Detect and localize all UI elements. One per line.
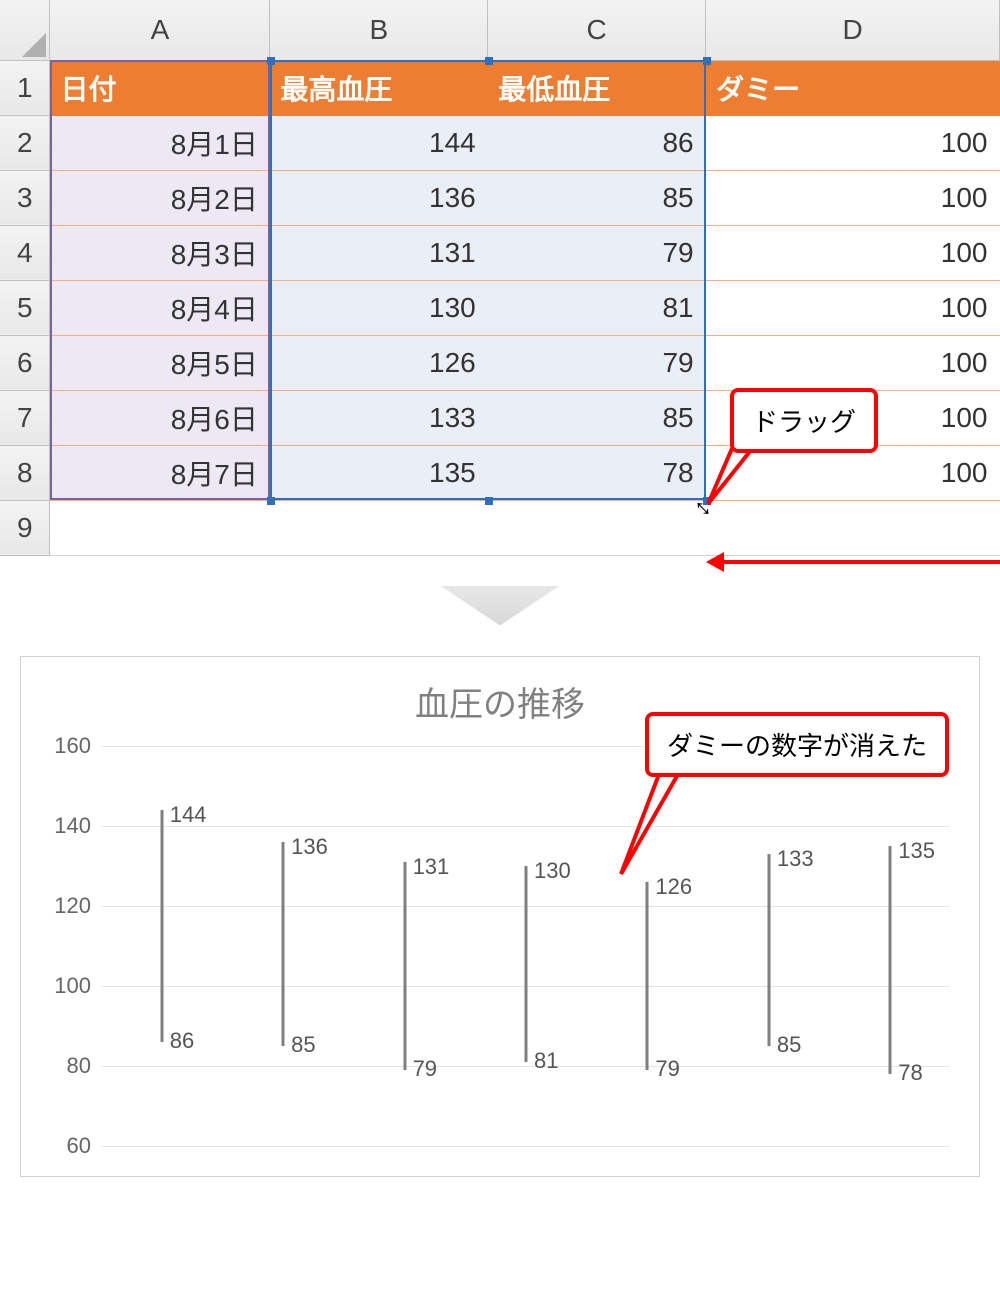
table-row: 38月2日13685100 xyxy=(0,170,1000,225)
cell-B5[interactable]: 130 xyxy=(270,280,488,335)
spreadsheet-table[interactable]: A B C D 1 日付 最高血圧 最低血圧 ダミー 28月1日14486100… xyxy=(0,0,1000,556)
chart-y-tick-label: 140 xyxy=(41,813,91,839)
row-header-5[interactable]: 5 xyxy=(0,280,50,335)
chart-high-low-bar xyxy=(403,862,406,1070)
column-header-row: A B C D xyxy=(0,0,1000,60)
callout-dummy-tail xyxy=(611,769,691,879)
row-header-3[interactable]: 3 xyxy=(0,170,50,225)
row-header-9[interactable]: 9 xyxy=(0,500,50,555)
down-arrow-icon xyxy=(440,586,560,626)
cell-C7[interactable]: 85 xyxy=(488,390,706,445)
chart-high-low-bar xyxy=(282,842,285,1046)
col-header-C[interactable]: C xyxy=(488,0,706,60)
table-row-empty: 9 xyxy=(0,500,1000,555)
chart-plot-area: 6080100120140160144861368513179130811267… xyxy=(41,746,959,1166)
cell-B6[interactable]: 126 xyxy=(270,335,488,390)
table-row: 48月3日13179100 xyxy=(0,225,1000,280)
cell-C2[interactable]: 86 xyxy=(488,115,706,170)
table-row: 88月7日13578100 xyxy=(0,445,1000,500)
cell-D1[interactable]: ダミー xyxy=(706,60,1000,115)
table-row: 68月5日12679100 xyxy=(0,335,1000,390)
cell-B4[interactable]: 131 xyxy=(270,225,488,280)
cell-B8[interactable]: 135 xyxy=(270,445,488,500)
chart-data-label-low: 78 xyxy=(898,1060,922,1086)
table-row: 28月1日14486100 xyxy=(0,115,1000,170)
chart-high-low-bar xyxy=(160,810,163,1042)
col-header-B[interactable]: B xyxy=(270,0,488,60)
col-header-A[interactable]: A xyxy=(50,0,270,60)
cell-D2[interactable]: 100 xyxy=(706,115,1000,170)
cell-C1[interactable]: 最低血圧 xyxy=(488,60,706,115)
cell-A1[interactable]: 日付 xyxy=(50,60,270,115)
chart-gridline xyxy=(101,1066,949,1067)
chart-data-label-high: 135 xyxy=(898,838,935,864)
cell-C4[interactable]: 79 xyxy=(488,225,706,280)
red-arrow-line xyxy=(720,560,1000,564)
cell-C6[interactable]: 79 xyxy=(488,335,706,390)
cell-B1[interactable]: 最高血圧 xyxy=(270,60,488,115)
chart-data-label-low: 79 xyxy=(655,1056,679,1082)
cell-A4[interactable]: 8月3日 xyxy=(50,225,270,280)
cell-C8[interactable]: 78 xyxy=(488,445,706,500)
cell-C3[interactable]: 85 xyxy=(488,170,706,225)
cell-A9[interactable] xyxy=(50,500,270,555)
cell-B9[interactable] xyxy=(270,500,488,555)
cell-B2[interactable]: 144 xyxy=(270,115,488,170)
chart-container[interactable]: 血圧の推移 6080100120140160144861368513179130… xyxy=(20,656,980,1177)
cell-A7[interactable]: 8月6日 xyxy=(50,390,270,445)
cell-D6[interactable]: 100 xyxy=(706,335,1000,390)
chart-high-low-bar xyxy=(889,846,892,1074)
cell-A2[interactable]: 8月1日 xyxy=(50,115,270,170)
chart-data-label-low: 86 xyxy=(170,1028,194,1054)
cell-D3[interactable]: 100 xyxy=(706,170,1000,225)
cell-D9[interactable] xyxy=(706,500,1000,555)
chart-data-label-low: 81 xyxy=(534,1048,558,1074)
cell-A5[interactable]: 8月4日 xyxy=(50,280,270,335)
callout-drag: ドラッグ xyxy=(730,388,878,453)
chart-data-label-high: 133 xyxy=(777,846,814,872)
cell-B3[interactable]: 136 xyxy=(270,170,488,225)
select-all-corner[interactable] xyxy=(0,0,50,60)
chart-data-label-high: 136 xyxy=(291,834,328,860)
cell-B7[interactable]: 133 xyxy=(270,390,488,445)
cell-D4[interactable]: 100 xyxy=(706,225,1000,280)
chart-data-label-low: 85 xyxy=(291,1032,315,1058)
row-header-1[interactable]: 1 xyxy=(0,60,50,115)
callout-dummy-gone: ダミーの数字が消えた xyxy=(645,712,949,777)
cell-A6[interactable]: 8月5日 xyxy=(50,335,270,390)
row-header-6[interactable]: 6 xyxy=(0,335,50,390)
cell-D8[interactable]: 100 xyxy=(706,445,1000,500)
spreadsheet-region: A B C D 1 日付 最高血圧 最低血圧 ダミー 28月1日14486100… xyxy=(0,0,1000,556)
chart-data-label-high: 131 xyxy=(413,854,450,880)
row-header-7[interactable]: 7 xyxy=(0,390,50,445)
chart-data-label-high: 144 xyxy=(170,802,207,828)
chart-data-label-low: 85 xyxy=(777,1032,801,1058)
col-header-D[interactable]: D xyxy=(706,0,1000,60)
table-row: 58月4日13081100 xyxy=(0,280,1000,335)
chart-y-tick-label: 160 xyxy=(41,733,91,759)
chart-high-low-bar xyxy=(646,882,649,1070)
cell-C5[interactable]: 81 xyxy=(488,280,706,335)
chart-y-tick-label: 120 xyxy=(41,893,91,919)
row-header-2[interactable]: 2 xyxy=(0,115,50,170)
table-header-row: 1 日付 最高血圧 最低血圧 ダミー xyxy=(0,60,1000,115)
cell-C9[interactable] xyxy=(488,500,706,555)
row-header-8[interactable]: 8 xyxy=(0,445,50,500)
chart-high-low-bar xyxy=(767,854,770,1046)
chart-high-low-bar xyxy=(525,866,528,1062)
cell-D5[interactable]: 100 xyxy=(706,280,1000,335)
row-header-4[interactable]: 4 xyxy=(0,225,50,280)
chart-data-label-low: 79 xyxy=(413,1056,437,1082)
chart-y-tick-label: 80 xyxy=(41,1053,91,1079)
cell-A3[interactable]: 8月2日 xyxy=(50,170,270,225)
chart-data-label-high: 130 xyxy=(534,858,571,884)
chart-gridline xyxy=(101,1146,949,1147)
chart-y-tick-label: 100 xyxy=(41,973,91,999)
chart-y-tick-label: 60 xyxy=(41,1133,91,1159)
red-arrow-head-icon xyxy=(706,552,724,572)
chart-gridline xyxy=(101,826,949,827)
cell-A8[interactable]: 8月7日 xyxy=(50,445,270,500)
